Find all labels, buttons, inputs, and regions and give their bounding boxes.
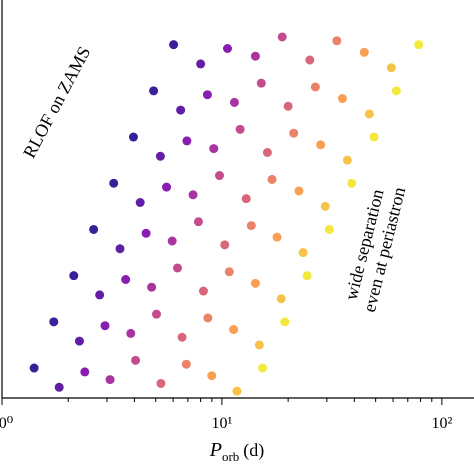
point <box>203 313 213 323</box>
point <box>131 355 141 365</box>
point <box>193 217 203 227</box>
point <box>54 382 64 392</box>
point <box>135 198 145 207</box>
point <box>272 232 282 242</box>
x-label-symbol: P <box>209 439 222 461</box>
point <box>167 236 177 246</box>
point <box>207 371 217 381</box>
point <box>89 224 99 234</box>
point <box>151 309 161 319</box>
point <box>147 282 157 292</box>
point <box>202 90 212 100</box>
point <box>181 359 191 369</box>
point <box>69 271 79 281</box>
point <box>241 194 251 204</box>
point <box>115 244 125 254</box>
point <box>262 147 272 157</box>
point <box>229 97 239 107</box>
point <box>332 36 342 46</box>
point <box>316 140 326 150</box>
point <box>49 317 59 327</box>
point <box>258 363 268 373</box>
point <box>209 144 219 154</box>
x-label-unit: (d) <box>243 440 264 461</box>
point <box>224 267 234 277</box>
point <box>277 32 287 42</box>
point <box>302 271 312 281</box>
point <box>342 155 352 165</box>
point <box>126 328 136 338</box>
point <box>169 40 179 50</box>
x-tick-label: 10² <box>431 415 452 432</box>
point <box>250 51 260 61</box>
point <box>188 190 198 200</box>
x-tick-label: 10¹ <box>212 415 233 432</box>
point <box>276 294 286 304</box>
x-label-subscript: orb <box>222 449 239 464</box>
point <box>414 40 424 50</box>
point <box>100 321 110 331</box>
point <box>196 59 206 69</box>
point <box>250 278 260 288</box>
point <box>222 44 232 53</box>
point <box>310 82 320 92</box>
point <box>369 132 379 142</box>
point <box>359 47 369 57</box>
point <box>305 55 315 65</box>
point <box>220 240 230 250</box>
point <box>235 124 245 134</box>
point <box>172 263 182 273</box>
x-axis-label: Porb (d) <box>209 439 265 464</box>
point <box>254 340 264 350</box>
point <box>215 171 225 181</box>
point <box>29 363 39 373</box>
point <box>364 109 374 119</box>
point <box>386 63 396 73</box>
point <box>109 178 119 188</box>
point <box>155 151 165 161</box>
point <box>198 286 208 296</box>
point <box>128 132 138 142</box>
point <box>294 186 304 196</box>
point <box>95 290 105 300</box>
point <box>324 224 334 234</box>
point <box>246 221 256 231</box>
point <box>232 386 242 396</box>
point <box>267 174 277 184</box>
point <box>347 178 357 188</box>
point <box>280 317 290 327</box>
point <box>176 105 186 115</box>
point <box>141 228 151 238</box>
point <box>289 128 299 138</box>
point <box>162 182 172 192</box>
point <box>391 86 401 96</box>
point <box>256 78 266 88</box>
point <box>182 136 192 146</box>
point <box>105 375 115 385</box>
point <box>298 248 308 258</box>
x-tick-label: 10⁰ <box>0 415 13 432</box>
point <box>337 94 347 104</box>
point <box>80 367 90 377</box>
point <box>121 275 131 284</box>
point <box>156 378 166 388</box>
point <box>74 336 84 346</box>
point <box>283 101 293 111</box>
point <box>177 332 187 342</box>
point <box>320 201 330 211</box>
annotation: RLOF on ZAMS <box>19 43 94 161</box>
point <box>229 325 239 335</box>
point <box>149 86 159 96</box>
